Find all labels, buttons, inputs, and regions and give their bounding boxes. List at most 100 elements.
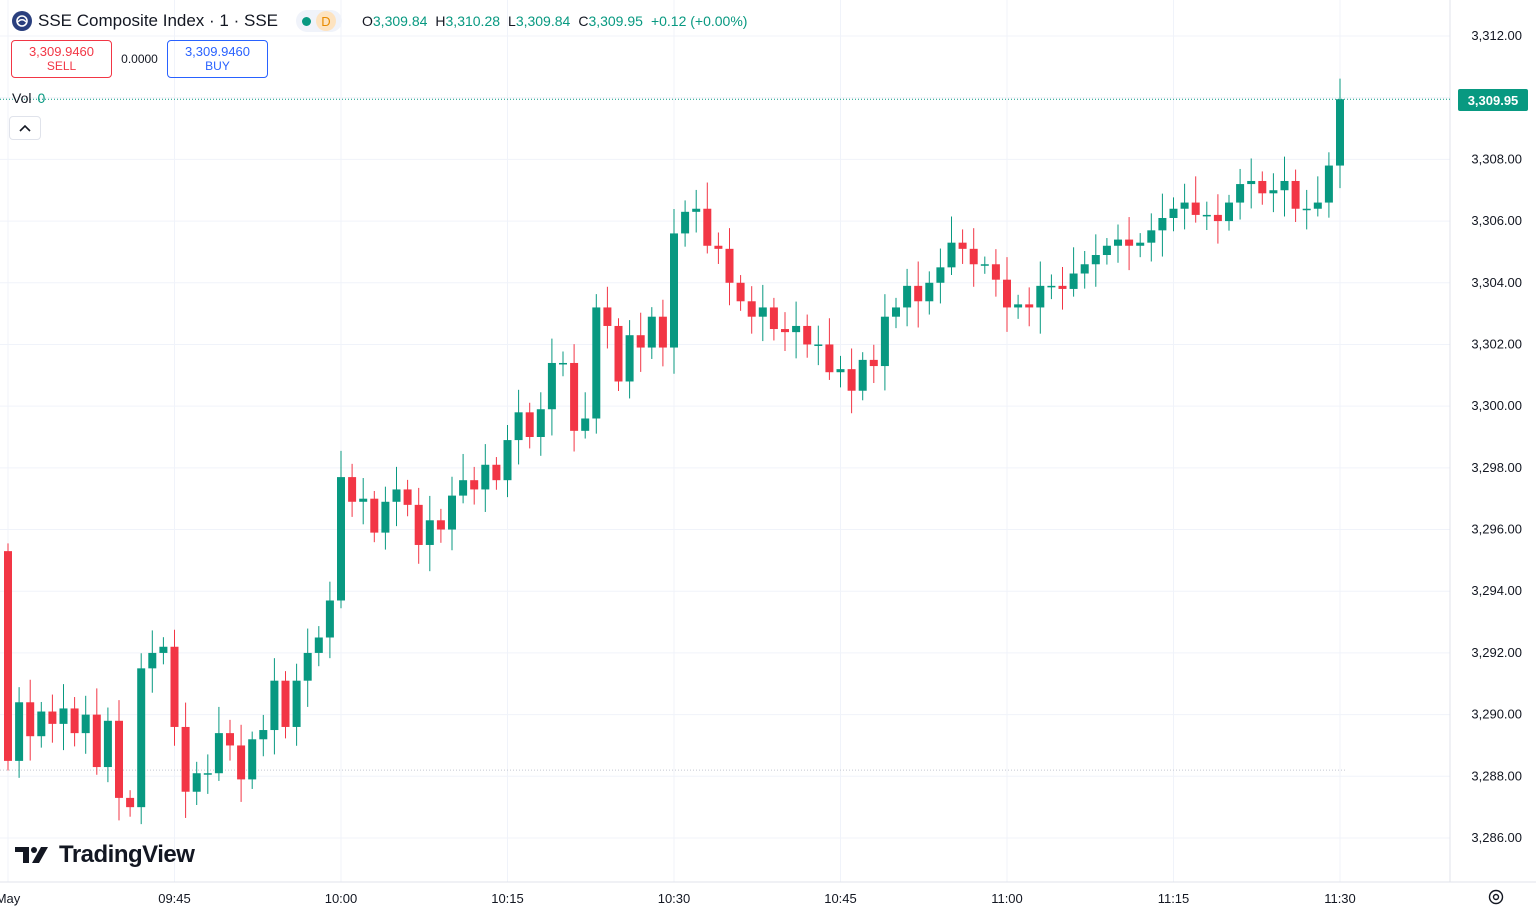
candle — [481, 444, 490, 512]
candle — [1158, 193, 1167, 257]
candle-body — [48, 711, 57, 724]
candle-body — [1336, 99, 1344, 166]
candle — [681, 200, 690, 247]
spread-value: 0.0000 — [121, 52, 158, 66]
candle — [1236, 168, 1245, 220]
candle — [281, 671, 290, 739]
candle — [592, 294, 601, 434]
candle-body — [226, 733, 234, 746]
candle-body — [126, 797, 135, 808]
candle-body — [692, 208, 701, 212]
candle — [803, 314, 812, 358]
candle-body — [70, 708, 79, 734]
candle-body — [92, 714, 101, 768]
candle-body — [148, 652, 157, 669]
candle — [70, 697, 79, 747]
candle-body — [736, 282, 745, 302]
candle-body — [1125, 239, 1134, 246]
candle — [103, 707, 112, 783]
candle-body — [170, 646, 179, 727]
candle — [581, 392, 590, 439]
candle — [1180, 183, 1189, 230]
candle-body — [980, 264, 989, 266]
candle-body — [958, 242, 967, 249]
x-tick-label: May — [0, 891, 21, 906]
y-tick-label: 3,286.00 — [1471, 830, 1522, 845]
buy-button[interactable]: 3,309.9460 BUY — [167, 40, 268, 78]
candle — [48, 694, 57, 743]
buy-price: 3,309.9460 — [184, 44, 251, 59]
candle — [658, 299, 667, 367]
candle-body — [314, 637, 323, 653]
candle-body — [1191, 202, 1200, 215]
candle — [858, 352, 867, 401]
candle — [736, 275, 745, 311]
candle-body — [1069, 273, 1078, 289]
candle-body — [1014, 304, 1023, 308]
candle — [237, 724, 246, 802]
chevron-up-icon — [19, 124, 31, 132]
collapse-legend-button[interactable] — [9, 116, 41, 140]
exchange-logo-icon — [12, 11, 32, 31]
market-status[interactable]: D — [296, 10, 342, 32]
candle — [714, 232, 723, 264]
candle-body — [880, 316, 889, 367]
candle-body — [392, 489, 401, 502]
candle-body — [636, 335, 645, 348]
candle — [903, 268, 912, 327]
candle-body — [103, 720, 112, 768]
candle-body — [26, 702, 35, 737]
candle-body — [592, 307, 601, 419]
candle-body — [1236, 184, 1245, 203]
x-tick-label: 11:00 — [991, 891, 1023, 906]
candle — [1125, 217, 1134, 271]
y-tick-label: 3,306.00 — [1471, 213, 1522, 228]
candle-body — [348, 477, 357, 502]
candle-body — [203, 773, 212, 775]
candle-body — [858, 359, 867, 391]
candle — [1069, 247, 1078, 297]
symbol-title[interactable]: SSE Composite Index · 1 · SSE — [38, 11, 278, 30]
y-tick-label: 3,296.00 — [1471, 522, 1522, 537]
sell-label: SELL — [46, 59, 77, 73]
candle-body — [814, 344, 823, 346]
candle-body — [991, 264, 1000, 280]
candle — [792, 301, 801, 359]
price-axis[interactable]: 3,312.003,310.003,308.003,306.003,304.00… — [1471, 28, 1522, 845]
candle — [559, 351, 567, 377]
volume-value: 0 — [37, 90, 46, 106]
x-tick-label: 10:00 — [325, 891, 358, 906]
candle-body — [381, 501, 390, 533]
candle-body — [525, 412, 534, 437]
candle — [836, 355, 845, 388]
candle — [492, 457, 501, 490]
candle — [403, 479, 412, 517]
settings-gear-icon[interactable] — [1487, 888, 1505, 906]
sell-button[interactable]: 3,309.9460 SELL — [11, 40, 112, 78]
ohlc-high: H3,310.28 — [435, 13, 501, 29]
candle — [914, 261, 923, 328]
buy-label: BUY — [205, 59, 230, 73]
tradingview-logo[interactable]: TradingView — [15, 841, 195, 869]
candle-body — [1025, 304, 1034, 308]
y-tick-label: 3,304.00 — [1471, 275, 1522, 290]
candle — [1036, 261, 1045, 334]
y-tick-label: 3,312.00 — [1471, 28, 1522, 43]
candle-body — [448, 495, 456, 530]
candle-body — [514, 412, 523, 441]
time-axis[interactable]: May 09:45 10:00 10:15 10:30 10:45 11:00 11:15 11… — [0, 891, 1356, 906]
candle — [814, 325, 823, 366]
candle — [92, 688, 101, 775]
candle-body — [270, 680, 279, 731]
candle — [958, 229, 967, 264]
candle-body — [370, 498, 379, 533]
candle-body — [603, 307, 612, 326]
candle — [303, 628, 312, 707]
trade-buttons: 3,309.9460 SELL 0.0000 3,309.9460 BUY — [11, 40, 268, 78]
candle — [436, 508, 445, 543]
candle-body — [137, 668, 146, 808]
candle — [337, 450, 345, 609]
ohlc-values: O3,309.84 H3,310.28 L3,309.84 C3,309.95 … — [362, 13, 747, 29]
candle-body — [1147, 230, 1156, 243]
